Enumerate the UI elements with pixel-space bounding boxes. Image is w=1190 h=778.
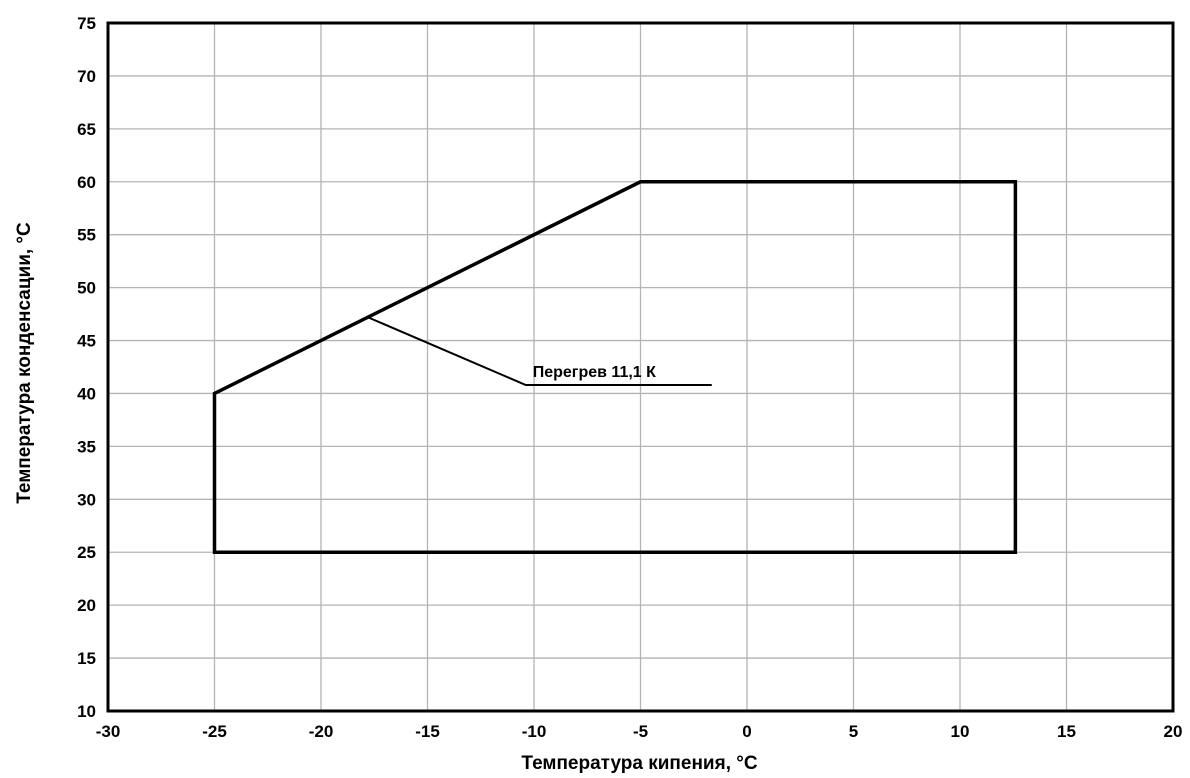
annotation-label: Перегрев 11,1 К bbox=[533, 364, 656, 381]
series-envelope-line bbox=[212, 180, 1018, 554]
x-tick-label: 10 bbox=[951, 722, 970, 741]
y-tick-label: 25 bbox=[77, 543, 96, 562]
x-tick-label: -10 bbox=[522, 722, 547, 741]
y-axis-tick-labels: 10 15 20 25 30 35 40 45 50 55 60 65 70 75 bbox=[77, 14, 96, 721]
y-tick-label: 10 bbox=[77, 702, 96, 721]
y-tick-label: 60 bbox=[77, 173, 96, 192]
y-tick-label: 20 bbox=[77, 596, 96, 615]
y-tick-label: 65 bbox=[77, 120, 96, 139]
y-axis-label: Температура конденсации, °C bbox=[14, 222, 35, 504]
x-tick-label: -5 bbox=[633, 722, 648, 741]
x-tick-label: -15 bbox=[415, 722, 440, 741]
x-tick-label: -30 bbox=[96, 722, 121, 741]
x-tick-label: 5 bbox=[849, 722, 858, 741]
x-axis-label: Температура кипения, °C bbox=[521, 753, 757, 774]
x-tick-label: -25 bbox=[202, 722, 227, 741]
y-tick-label: 70 bbox=[77, 67, 96, 86]
y-tick-label: 15 bbox=[77, 649, 96, 668]
y-tick-label: 30 bbox=[77, 490, 96, 509]
y-tick-label: 40 bbox=[77, 384, 96, 403]
annotation-leader-line bbox=[367, 316, 712, 386]
x-tick-label: 20 bbox=[1164, 722, 1183, 741]
y-tick-label: 50 bbox=[77, 279, 96, 298]
x-tick-label: 0 bbox=[742, 722, 751, 741]
plot-frame bbox=[106, 21, 1175, 713]
y-tick-label: 45 bbox=[77, 332, 96, 351]
x-tick-label: 15 bbox=[1057, 722, 1076, 741]
x-axis-tick-labels: -30 -25 -20 -15 -10 -5 0 5 10 15 20 bbox=[96, 722, 1183, 741]
y-tick-label: 75 bbox=[77, 14, 96, 33]
y-tick-label: 55 bbox=[77, 226, 96, 245]
x-tick-label: -20 bbox=[309, 722, 334, 741]
y-tick-label: 35 bbox=[77, 437, 96, 456]
